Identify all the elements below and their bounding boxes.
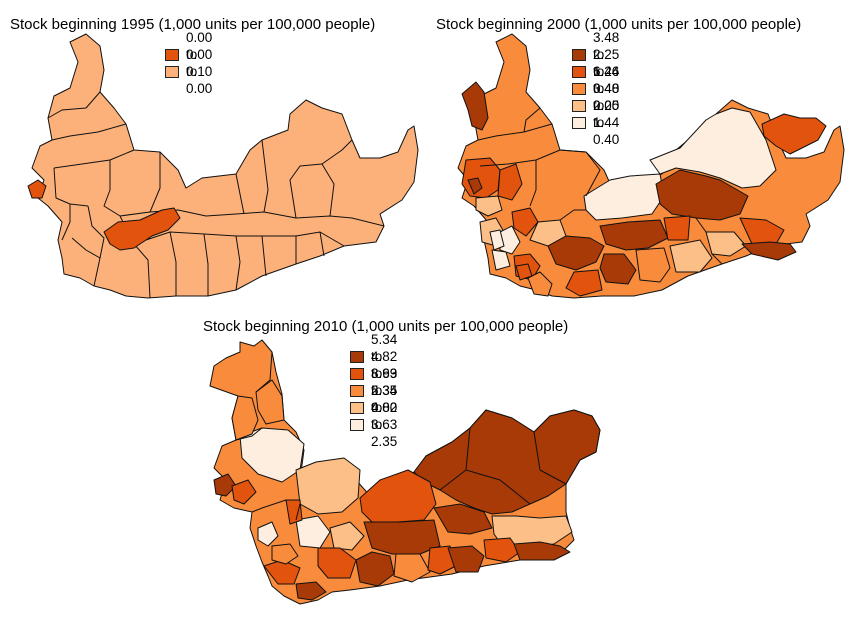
region: [565, 269, 603, 297]
choropleth-map-1995: [27, 33, 419, 299]
region: [255, 379, 285, 425]
region: [285, 499, 303, 525]
legend-item: 0.40 to 1.44: [572, 81, 619, 130]
legend-label: 0.00 to 0.00: [186, 47, 213, 96]
region: [257, 521, 279, 547]
legend-item: 4.82 to 5.34: [350, 349, 397, 398]
legend-1995: 0.00 to 0.10 0.00 to 0.00: [165, 30, 212, 96]
legend-label: 0.00 to 0.10: [186, 30, 213, 79]
legend-label: 4.82 to 5.34: [371, 349, 398, 398]
region: [663, 215, 691, 241]
region: [649, 107, 777, 189]
legend-label: 3.63 to 4.82: [371, 366, 398, 415]
region: [655, 169, 749, 221]
legend-label: 0.00 to 2.35: [371, 400, 398, 449]
region: [413, 409, 601, 515]
region: [527, 271, 553, 297]
region: [583, 173, 665, 221]
legend-item: 0.00 to 2.35: [350, 400, 397, 449]
legend-swatch: [350, 367, 364, 380]
legend-item: 5.34 to 8.99: [350, 332, 397, 381]
region: [513, 541, 571, 561]
legend-item: 2.35 to 3.63: [350, 383, 397, 432]
region: [491, 249, 511, 271]
region: [295, 581, 327, 601]
legend-swatch: [572, 99, 586, 112]
legend-swatch: [350, 384, 364, 397]
region: [295, 515, 331, 549]
region: [359, 469, 437, 523]
legend-swatch: [350, 350, 364, 363]
legend-item: 0.00 to 0.00: [165, 47, 212, 96]
legend-label: 5.34 to 8.99: [371, 332, 398, 381]
region: [497, 163, 523, 201]
legend-swatch: [350, 418, 364, 431]
legend-item: 1.44 to 2.25: [572, 64, 619, 113]
region: [295, 457, 361, 515]
region-highlight-central: [103, 207, 181, 251]
legend-swatch: [350, 401, 364, 414]
region: [489, 229, 505, 251]
region: [635, 247, 671, 283]
legend-item: 3.48 to 6.26: [572, 30, 619, 79]
legend-item: 3.63 to 4.82: [350, 366, 397, 415]
region: [329, 521, 365, 551]
legend-label: 0.00 to 0.40: [593, 98, 620, 147]
region-highlight-west: [27, 179, 47, 199]
region: [447, 545, 485, 573]
choropleth-map-2000: [457, 33, 845, 299]
map-title-1995: Stock beginning 1995 (1,000 units per 10…: [10, 16, 376, 33]
legend-label: 3.48 to 6.26: [593, 30, 620, 79]
legend-2010: 5.34 to 8.99 4.82 to 5.34 3.63 to 4.82 2…: [350, 332, 397, 449]
region: [393, 553, 431, 583]
region: [669, 239, 713, 273]
legend-item: 0.00 to 0.40: [572, 98, 619, 147]
legend-swatch: [572, 48, 586, 61]
legend-2000: 3.48 to 6.26 2.25 to 3.48 1.44 to 2.25 0…: [572, 30, 619, 147]
legend-label: 2.35 to 3.63: [371, 383, 398, 432]
map-title-2010: Stock beginning 2010 (1,000 units per 10…: [203, 318, 569, 335]
region: [547, 235, 605, 271]
region: [231, 395, 259, 441]
legend-label: 2.25 to 3.48: [593, 47, 620, 96]
region: [515, 263, 533, 281]
legend-swatch: [165, 65, 179, 78]
region: [317, 547, 357, 579]
region: [511, 207, 539, 237]
legend-swatch: [165, 48, 179, 61]
legend-swatch: [572, 82, 586, 95]
region: [599, 253, 637, 285]
region: [475, 195, 503, 217]
map-title-2000: Stock beginning 2000 (1,000 units per 10…: [436, 16, 802, 33]
legend-item: 0.00 to 0.10: [165, 30, 212, 79]
region: [363, 519, 441, 555]
region: [427, 545, 457, 575]
region: [599, 219, 669, 251]
region: [705, 231, 747, 257]
region: [433, 503, 493, 535]
legend-label: 0.40 to 1.44: [593, 81, 620, 130]
legend-swatch: [572, 116, 586, 129]
region: [483, 537, 521, 563]
region: [271, 543, 299, 565]
region: [231, 479, 257, 505]
region: [739, 217, 785, 245]
region: [461, 81, 489, 131]
region: [467, 177, 483, 195]
region: [213, 473, 237, 497]
region: [761, 113, 827, 155]
legend-label: 1.44 to 2.25: [593, 64, 620, 113]
legend-swatch: [572, 65, 586, 78]
legend-item: 2.25 to 3.48: [572, 47, 619, 96]
region: [741, 241, 797, 261]
